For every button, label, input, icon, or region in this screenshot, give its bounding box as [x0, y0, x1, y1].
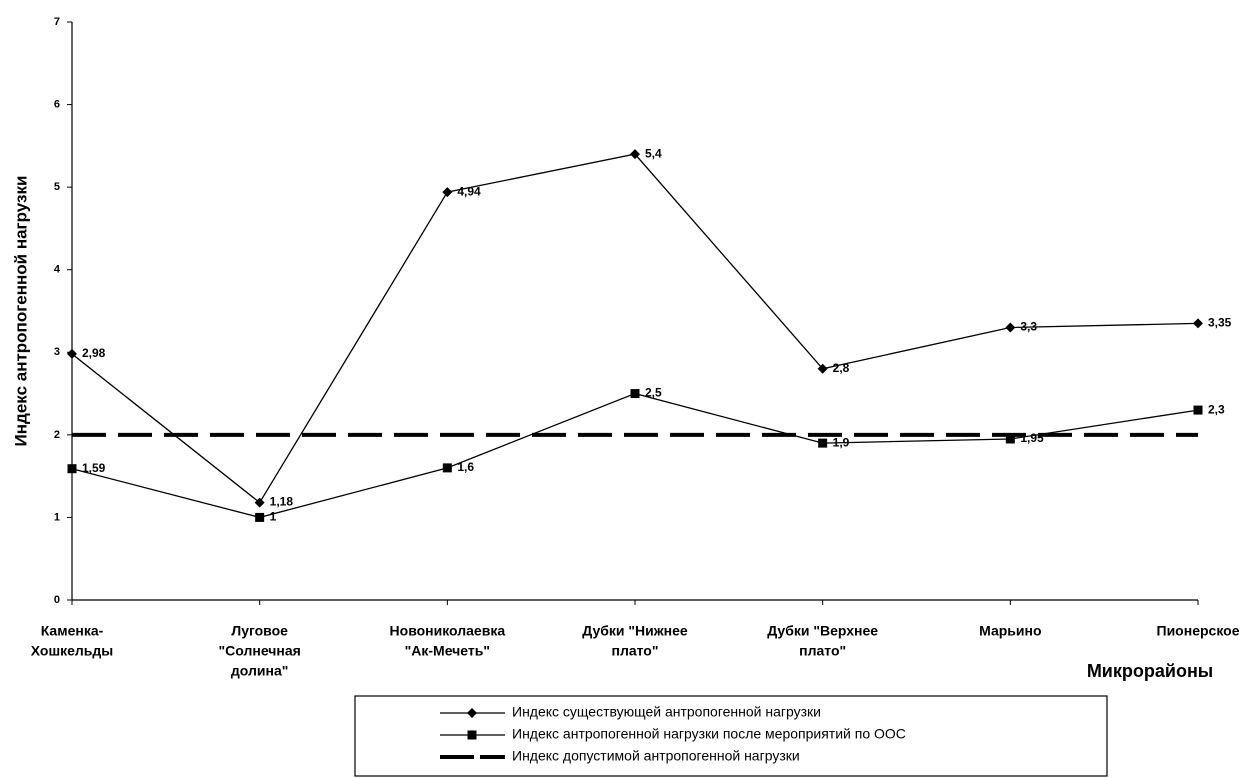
y-tick-label: 4 — [54, 264, 61, 276]
data-label: 2,98 — [82, 346, 106, 360]
x-tick-label: плато" — [799, 643, 846, 659]
series-line — [71, 392, 1199, 519]
y-tick-label: 2 — [54, 429, 60, 441]
y-tick-label: 7 — [54, 16, 60, 28]
x-tick-label: долина" — [231, 663, 288, 679]
point-marker — [467, 730, 477, 740]
data-label: 1 — [270, 510, 277, 524]
x-tick-label: Луговое — [231, 623, 288, 639]
x-tick-label: Хошкельды — [31, 643, 114, 659]
point-marker — [630, 149, 640, 160]
point-marker — [442, 463, 452, 473]
x-tick-label: "Солнечная — [219, 643, 301, 659]
point-marker — [254, 497, 265, 508]
point-marker — [67, 464, 77, 474]
x-tick-label: Пионерское — [1157, 623, 1240, 639]
data-label: 1,6 — [457, 460, 474, 474]
x-tick-label: Каменка- — [41, 623, 104, 639]
data-label: 4,94 — [457, 184, 481, 198]
legend-label: Индекс существующей антропогенной нагруз… — [512, 704, 821, 720]
point-marker — [1193, 318, 1203, 329]
x-tick-label: плато" — [612, 643, 659, 659]
data-label: 1,59 — [82, 461, 106, 475]
data-label: 1,18 — [270, 495, 294, 509]
y-tick-label: 1 — [54, 511, 60, 523]
data-label: 2,8 — [833, 361, 850, 375]
point-marker — [67, 348, 77, 359]
point-marker — [1005, 434, 1015, 444]
data-label: 1,9 — [833, 435, 850, 449]
y-tick-label: 5 — [54, 181, 60, 193]
point-marker — [1005, 322, 1016, 333]
x-axis-label: Микрорайоны — [1087, 661, 1213, 681]
point-marker — [630, 389, 640, 399]
data-label: 2,3 — [1208, 402, 1225, 416]
point-marker — [467, 708, 477, 718]
legend-box — [354, 695, 1108, 777]
point-marker — [818, 438, 828, 448]
x-tick-label: Дубки "Нижнее — [582, 623, 688, 639]
point-marker — [1193, 405, 1203, 415]
x-tick-label: Марьино — [979, 623, 1041, 639]
point-marker — [442, 187, 453, 198]
x-tick-label: Дубки "Верхнее — [767, 623, 878, 639]
y-tick-label: 6 — [54, 98, 60, 110]
y-tick-label: 3 — [54, 346, 60, 358]
point-marker — [817, 363, 828, 374]
data-label: 3,35 — [1208, 316, 1232, 330]
data-label: 5,4 — [645, 146, 662, 160]
x-tick-label: "Ак-Мечеть" — [405, 643, 490, 659]
y-axis-label: Индекс антропогенной нагрузки — [11, 176, 30, 447]
data-label: 2,5 — [645, 386, 662, 400]
legend-label: Индекс антропогенной нагрузки после меро… — [512, 726, 906, 742]
legend-label: Индекс допустимой антропогенной нагрузки — [512, 748, 800, 764]
y-tick-label: 0 — [54, 594, 60, 606]
data-label: 3,3 — [1020, 320, 1037, 334]
x-tick-label: Новониколаевка — [390, 623, 506, 639]
point-marker — [255, 512, 265, 522]
